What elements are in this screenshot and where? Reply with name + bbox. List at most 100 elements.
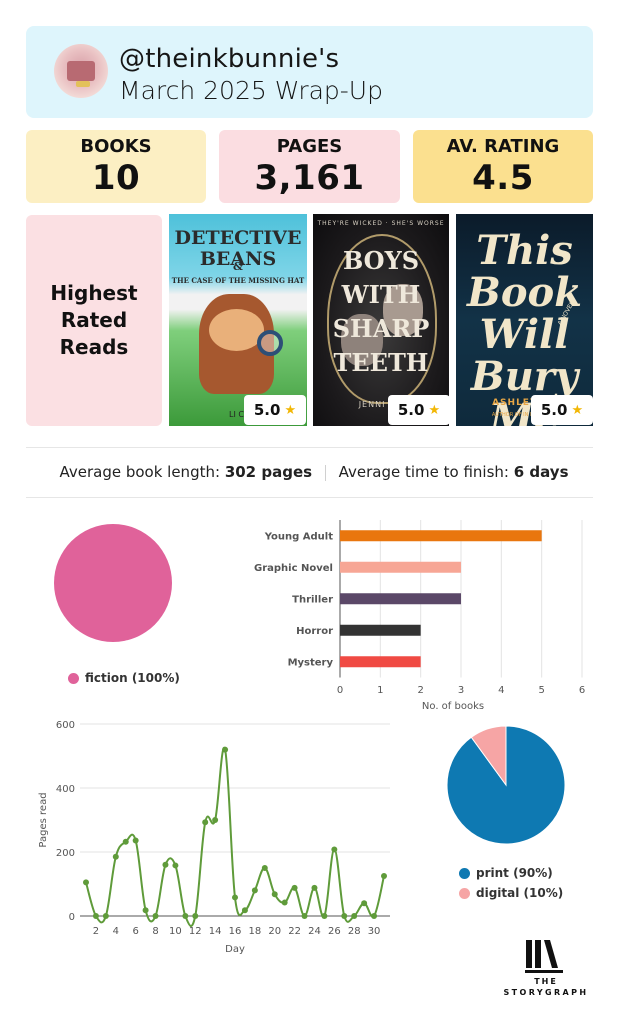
point-day-13 [202, 819, 209, 826]
pages-stat-card: PAGES 3,161 [219, 130, 400, 203]
x-tick-label: 10 [169, 926, 182, 937]
x-tick-label: 24 [308, 926, 321, 937]
magnifier-illustration [257, 330, 283, 356]
format-pie-slice-print [446, 725, 566, 845]
y-tick-label: 600 [56, 720, 75, 731]
x-tick-label: 16 [229, 926, 242, 937]
point-day-8 [152, 913, 159, 919]
cover-author: LI CH [229, 410, 250, 419]
pages-value: 3,161 [254, 158, 365, 198]
category-label: Young Adult [264, 531, 334, 542]
bar-thriller [340, 593, 461, 605]
rating-badge: 5.0 ★ [531, 395, 593, 425]
header-card: @theinkbunnie's March 2025 Wrap-Up [26, 26, 593, 118]
point-day-25 [321, 913, 328, 919]
pages-label: PAGES [276, 136, 343, 157]
logo-text: THE [534, 977, 558, 986]
category-label: Horror [296, 626, 333, 637]
cover-title: DETECTIVE BEANS [174, 227, 302, 270]
books-stat-card: BOOKS 10 [26, 130, 206, 203]
point-day-6 [132, 837, 139, 844]
point-day-19 [261, 865, 268, 871]
rating-label: AV. RATING [446, 136, 560, 157]
separator [324, 464, 326, 481]
cover-frame [327, 234, 437, 404]
point-day-11 [182, 913, 189, 919]
star-icon: ★ [284, 402, 297, 418]
rating-stat-card: AV. RATING 4.5 [413, 130, 593, 203]
book-cover[interactable]: This Book Will Bury Me A NOVEL ASHLEY WI… [456, 214, 593, 426]
point-day-29 [361, 900, 368, 907]
rating-badge: 5.0 ★ [244, 395, 306, 425]
category-label: Mystery [288, 657, 334, 668]
x-tick-label: 18 [248, 926, 261, 937]
point-day-17 [241, 907, 248, 914]
point-day-12 [192, 913, 199, 919]
cover-author: ASHLEY WI [492, 398, 557, 408]
divider [26, 497, 593, 498]
x-tick-label: 22 [288, 926, 301, 937]
y-axis-title: Pages read [38, 792, 49, 847]
bar-horror [340, 624, 421, 636]
x-tick-label: 20 [268, 926, 281, 937]
point-day-14 [212, 817, 219, 823]
print-legend: print (90%) [459, 866, 553, 880]
cover-amp: & [233, 260, 243, 273]
avg-length-value: 302 pages [224, 463, 313, 481]
y-tick-label: 0 [69, 912, 75, 923]
cover-illustration [209, 309, 264, 351]
x-tick-label: 30 [368, 926, 381, 937]
point-day-21 [281, 899, 288, 906]
books-value: 10 [91, 158, 141, 198]
book-cover[interactable]: THEY'RE WICKED · SHE'S WORSE BOYS WITH S… [313, 214, 449, 426]
x-tick-label: 4 [498, 685, 504, 696]
legend-dot [68, 672, 79, 684]
fiction-pie-slice-fiction [54, 524, 172, 642]
legend-label: print (90%) [476, 866, 553, 880]
digital-legend: digital (10%) [459, 886, 563, 900]
cover-subtitle: THE CASE OF THE MISSING HAT [171, 276, 305, 285]
point-day-27 [341, 913, 348, 919]
bar-graphic-novel [340, 561, 461, 573]
genre-bar-chart: 0 1 2 3 4 5 6 Young Adult Graphic Novel Thriller H… [254, 520, 585, 712]
rating-badge-value: 5.0 [397, 401, 425, 419]
fiction-legend: fiction (100%) [68, 671, 180, 685]
storygraph-logo: THE STORYGRAPH [498, 938, 594, 1000]
user-handle: @theinkbunnie's [119, 44, 340, 74]
point-day-7 [142, 907, 149, 914]
x-tick-label: 6 [132, 926, 138, 937]
averages-row: Average book length: 302 pages Average t… [0, 463, 628, 481]
star-icon: ★ [571, 402, 584, 418]
point-day-22 [291, 884, 298, 891]
storygraph-logo-icon [525, 940, 563, 973]
divider [26, 447, 593, 448]
point-day-5 [122, 838, 129, 845]
point-day-26 [331, 846, 338, 853]
star-icon: ★ [428, 402, 441, 418]
cover-title: BOYS WITH SHARP TEETH [332, 246, 430, 377]
point-day-31 [381, 873, 387, 879]
x-tick-label: 0 [337, 685, 343, 696]
point-day-20 [271, 891, 278, 898]
legend-dot [459, 887, 470, 899]
point-day-2 [92, 913, 99, 919]
x-axis-title: Day [225, 944, 245, 955]
point-day-3 [102, 913, 109, 919]
rating-value: 4.5 [472, 158, 534, 198]
x-tick-label: 8 [152, 926, 158, 937]
x-tick-label: 6 [579, 685, 585, 696]
fiction-pie-chart [54, 524, 172, 642]
category-label: Thriller [292, 594, 333, 605]
avg-time-label: Average time to finish: [338, 463, 509, 481]
legend-label: fiction (100%) [85, 671, 180, 685]
x-axis-title: No. of books [422, 701, 484, 712]
book-cover[interactable]: DETECTIVE BEANS & THE CASE OF THE MISSIN… [169, 214, 307, 426]
point-day-15 [222, 746, 229, 753]
point-day-1 [83, 879, 89, 886]
x-tick-label: 2 [93, 926, 99, 937]
y-tick-label: 200 [56, 848, 75, 859]
format-pie-slice-digital [470, 725, 507, 787]
x-tick-label: 1 [377, 685, 383, 696]
avg-length-label: Average book length: [59, 463, 221, 481]
x-tick-label: 3 [458, 685, 464, 696]
